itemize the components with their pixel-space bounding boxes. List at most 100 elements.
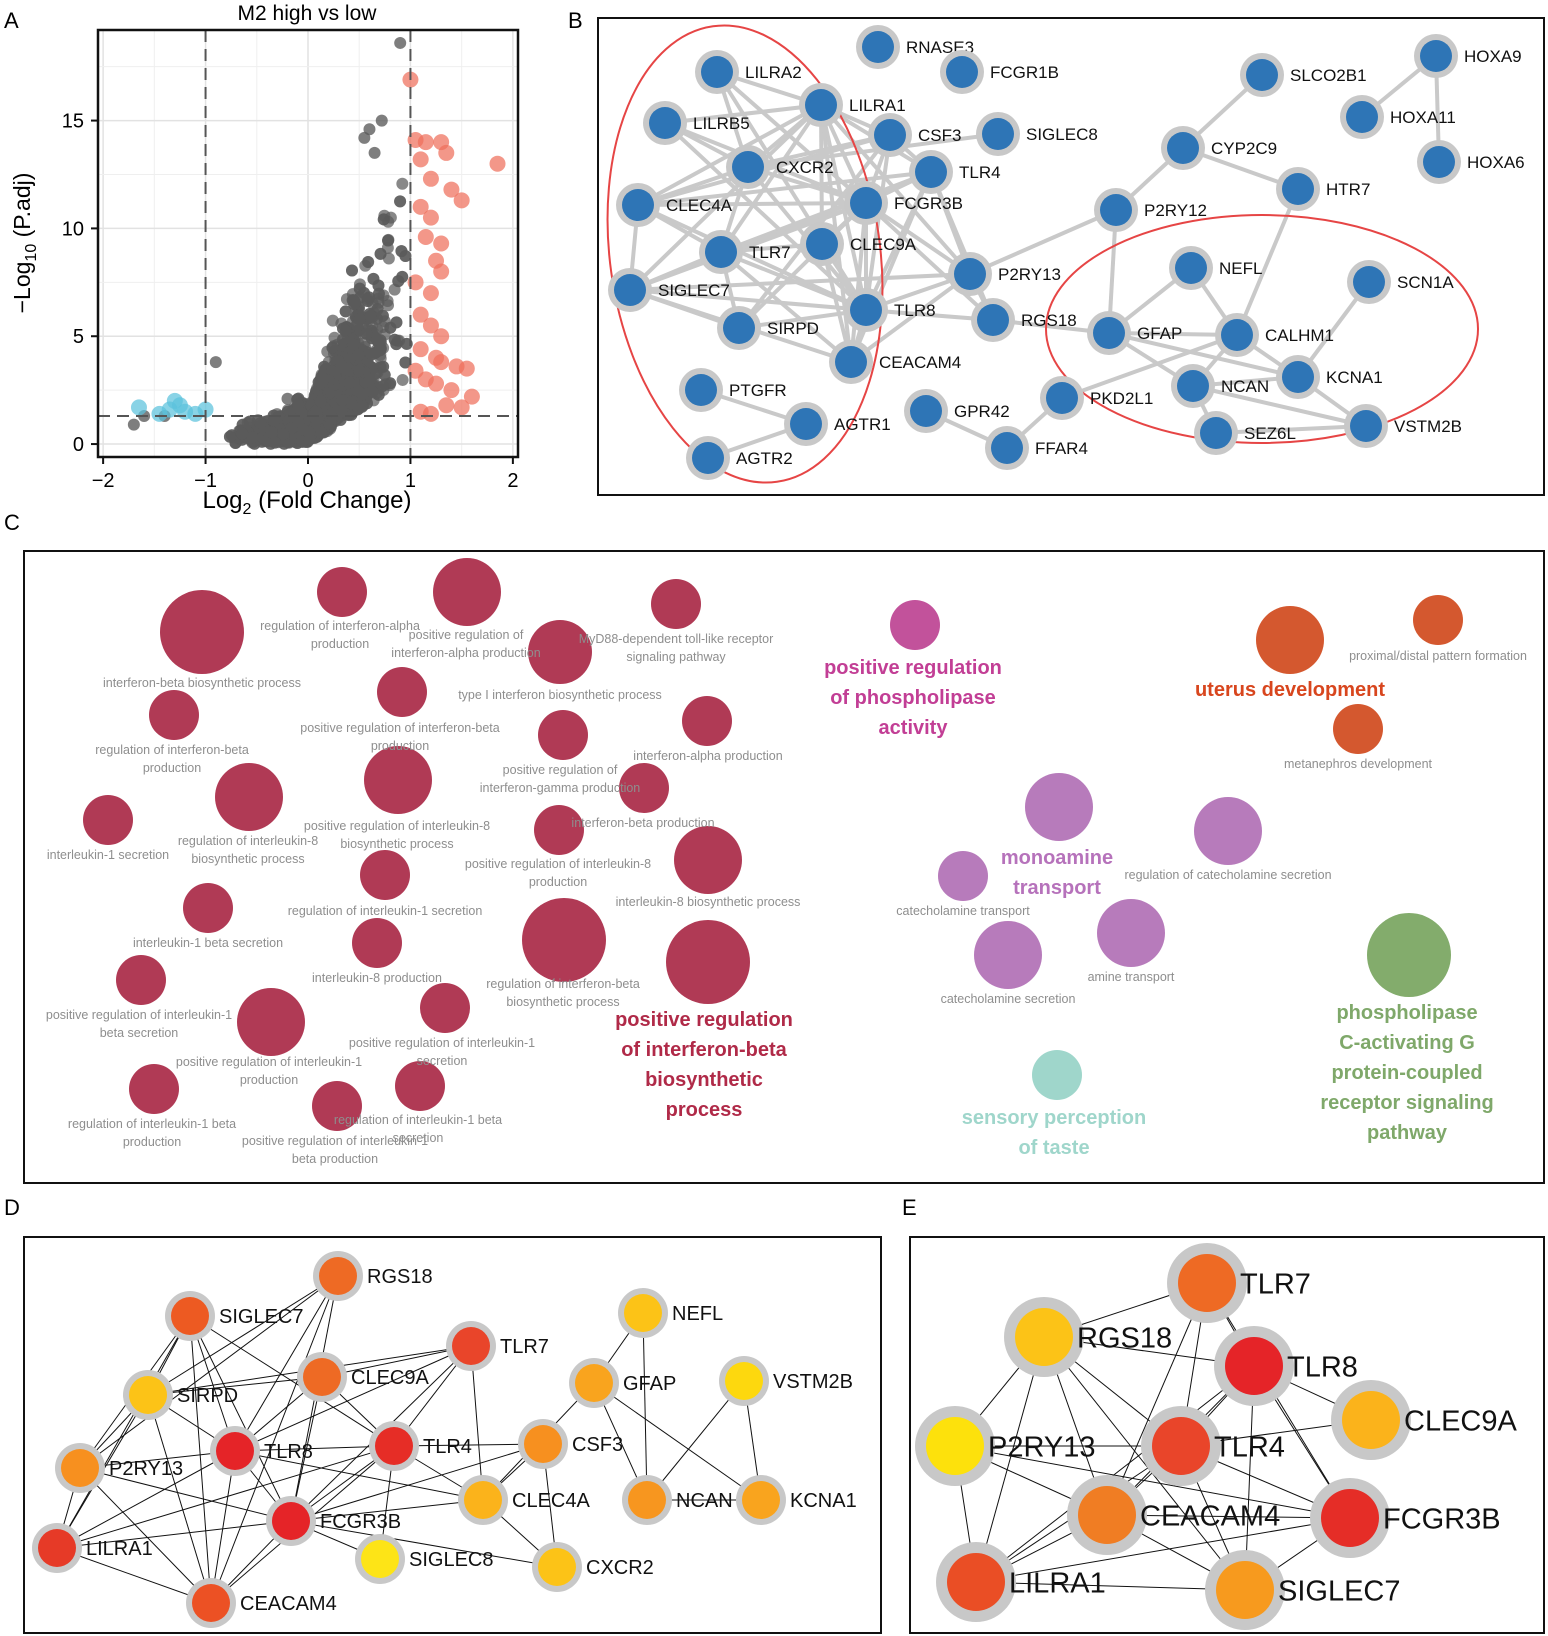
node-core: [1420, 40, 1452, 72]
node-agtr1: AGTR1: [784, 402, 891, 446]
network-edge: [1235, 188, 1300, 336]
node-label: HOXA11: [1390, 108, 1456, 127]
go-node: [890, 600, 940, 650]
data-point-up: [438, 144, 455, 161]
data-point-up: [438, 397, 455, 414]
node-csf3: CSF3: [518, 1419, 623, 1469]
go-node: [522, 898, 606, 982]
panel-letter-a: A: [4, 8, 19, 33]
network-edge: [1061, 333, 1238, 400]
node-label: AGTR1: [834, 415, 891, 434]
node-core: [129, 1376, 167, 1414]
node-tlr8: TLR8: [844, 288, 936, 332]
panel-e-nodes: TLR7 RGS18 TLR8 CLEC9A P2RY13 TLR4 CEACAM4 FCGR…: [915, 1243, 1517, 1630]
node-core: [685, 374, 717, 406]
node-tlr4: TLR4: [909, 150, 1001, 194]
node-core: [1282, 173, 1314, 205]
node-core: [991, 432, 1023, 464]
node-label: TLR8: [1287, 1351, 1358, 1383]
node-core: [723, 312, 755, 344]
go-node: [674, 826, 742, 894]
node-label: LILRA1: [849, 96, 906, 115]
data-point: [371, 334, 384, 347]
go-label: interleukin-1 beta secretion: [133, 936, 283, 950]
node-lilra1: LILRA1: [936, 1542, 1106, 1622]
data-point: [327, 378, 340, 391]
data-point: [336, 394, 349, 407]
network-edge: [642, 1312, 648, 1501]
panel-d-nodes: RGS18 SIGLEC7 NEFL TLR7 CLEC9A GFAP VSTM2B SIRP…: [32, 1251, 857, 1628]
node-core: [725, 1362, 763, 1400]
go-node: [1032, 1050, 1082, 1100]
node-agtr2: AGTR2: [686, 436, 793, 480]
go-node: [83, 795, 133, 845]
go-node: [528, 620, 592, 684]
go-node: [395, 1061, 445, 1111]
data-point: [396, 177, 409, 190]
data-point: [314, 395, 327, 408]
data-point-down: [130, 399, 147, 416]
data-point-up: [458, 360, 475, 377]
data-point: [358, 131, 371, 144]
network-edge: [79, 1450, 236, 1469]
go-term-small-labels: interferon-beta biosynthetic process reg…: [46, 619, 1527, 1166]
node-label: LILRB5: [693, 114, 750, 133]
network-edge: [189, 1315, 292, 1522]
node-label: CEACAM4: [1140, 1500, 1280, 1532]
go-label: catecholamine secretion: [941, 992, 1076, 1006]
go-label: positive regulation of interleukin-1 secr…: [349, 1036, 535, 1068]
node-core: [452, 1327, 490, 1365]
node-lilrb5: LILRB5: [643, 101, 750, 145]
data-point-up: [422, 170, 439, 187]
node-label: TLR4: [959, 163, 1001, 182]
go-label: interleukin-8 biosynthetic process: [616, 895, 801, 909]
data-point: [302, 426, 315, 439]
network-edge: [664, 103, 822, 125]
data-point-up: [422, 405, 439, 422]
node-slco2b1: SLCO2B1: [1240, 53, 1367, 97]
node-label: CLEC9A: [1404, 1405, 1517, 1437]
data-point: [374, 247, 387, 260]
network-edge: [56, 1445, 395, 1549]
node-ncan: NCAN: [1171, 364, 1269, 408]
network-edge: [189, 1315, 395, 1447]
data-point: [356, 388, 369, 401]
node-label: CALHM1: [1265, 326, 1334, 345]
node-core: [38, 1529, 76, 1567]
node-tlr7: TLR7: [446, 1321, 549, 1371]
go-node: [1413, 595, 1463, 645]
go-node: [377, 667, 427, 717]
data-point: [396, 373, 409, 386]
go-label: regulation of interferon-beta production: [95, 743, 249, 775]
hub-network-panel-e: TLR7 RGS18 TLR8 CLEC9A P2RY13 TLR4 CEACAM4 FCGR…: [909, 1236, 1545, 1634]
go-node: [237, 988, 305, 1056]
node-core: [216, 1432, 254, 1470]
node-label: HOXA6: [1467, 153, 1525, 172]
node-p2ry13: P2RY13: [55, 1443, 183, 1493]
node-rgs18: RGS18: [1004, 1297, 1172, 1377]
go-node: [538, 710, 588, 760]
node-label: KCNA1: [1326, 368, 1383, 387]
node-core: [874, 119, 906, 151]
data-point-up: [422, 285, 439, 302]
network-nodes: RNASE3 FCGR1B LILRA2 LILRA1 LILRB5 CSF3 SIGLEC…: [608, 25, 1525, 480]
network-edge: [79, 1467, 212, 1604]
data-point: [223, 430, 236, 443]
data-point: [343, 376, 356, 389]
node-core: [1200, 417, 1232, 449]
data-point: [254, 416, 267, 429]
data-point-up: [412, 306, 429, 323]
data-point-up: [453, 399, 470, 416]
go-node: [317, 567, 367, 617]
go-label: positive regulation of interleukin-8 prod…: [465, 857, 651, 889]
data-point-up: [428, 375, 445, 392]
node-core: [1342, 1391, 1400, 1449]
panel-d-edges: [56, 1275, 762, 1604]
data-point: [335, 359, 348, 372]
network-edge: [1215, 424, 1367, 435]
node-label: SIRPD: [767, 319, 819, 338]
network-edge: [234, 1345, 472, 1452]
data-point-up: [463, 388, 480, 405]
network-edge: [290, 1520, 558, 1568]
